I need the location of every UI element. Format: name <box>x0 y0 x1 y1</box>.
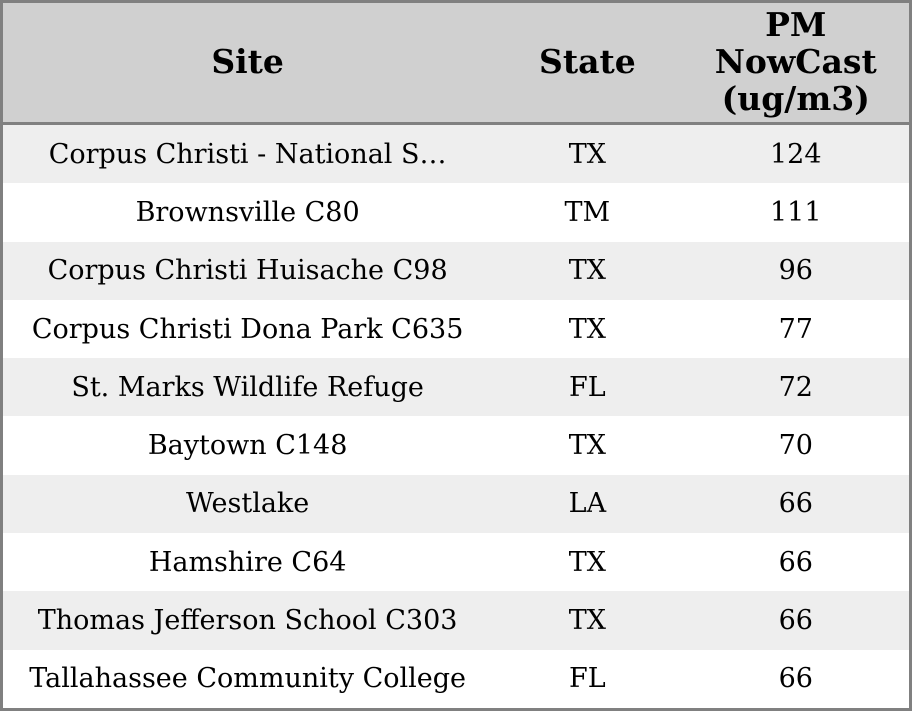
state-cell: TX <box>568 255 606 287</box>
table-row: Tallahassee Community College FL 66 <box>3 649 909 708</box>
pm-cell: 66 <box>778 488 813 520</box>
site-cell: St. Marks Wildlife Refuge <box>71 371 424 403</box>
site-cell: Baytown C148 <box>147 430 348 462</box>
pm-cell: 96 <box>778 255 813 287</box>
site-cell: Westlake <box>185 488 310 520</box>
table-row: Corpus Christi Huisache C98 TX 96 <box>3 241 909 300</box>
table-row: Westlake LA 66 <box>3 474 909 534</box>
site-cell: Hamshire C64 <box>148 546 347 578</box>
state-cell: FL <box>569 371 606 403</box>
state-cell: TM <box>564 196 611 228</box>
state-cell: TX <box>568 605 606 637</box>
table-row: Brownsville C80 TM 111 <box>3 183 909 242</box>
table-row: Hamshire C64 TX 66 <box>3 533 909 592</box>
site-cell: Corpus Christi - National S… <box>48 138 447 170</box>
pm-cell: 72 <box>778 371 813 403</box>
state-cell: TX <box>568 430 606 462</box>
site-cell: Brownsville C80 <box>135 196 360 228</box>
table-row: Thomas Jefferson School C303 TX 66 <box>3 591 909 650</box>
table-row: Corpus Christi Dona Park C635 TX 77 <box>3 299 909 359</box>
column-header-state: State <box>492 3 683 125</box>
pm-cell: 66 <box>778 605 813 637</box>
pm-cell: 70 <box>778 430 813 462</box>
column-header-pm-nowcast: PM NowCast (ug/m3) <box>682 3 909 125</box>
state-cell: TX <box>568 313 606 345</box>
table-row: St. Marks Wildlife Refuge FL 72 <box>3 358 909 417</box>
pm-cell: 66 <box>778 546 813 578</box>
column-header-site: Site <box>3 3 493 125</box>
site-cell: Corpus Christi Dona Park C635 <box>31 313 464 345</box>
table-row: Baytown C148 TX 70 <box>3 416 909 475</box>
pm-cell: 66 <box>778 663 813 695</box>
state-cell: TX <box>568 138 606 170</box>
state-cell: TX <box>568 546 606 578</box>
pm-cell: 77 <box>778 313 813 345</box>
table-row: Corpus Christi - National S… TX 124 <box>3 123 909 184</box>
pm-cell: 111 <box>769 196 822 228</box>
pm-nowcast-table: Site State PM NowCast (ug/m3) Corpus Chr… <box>3 3 909 708</box>
table-header: Site State PM NowCast (ug/m3) <box>3 3 909 125</box>
state-cell: FL <box>569 663 606 695</box>
pm-cell: 124 <box>769 138 822 170</box>
table-body: Corpus Christi - National S… TX 124 Brow… <box>3 123 909 708</box>
header-row: Site State PM NowCast (ug/m3) <box>3 3 909 125</box>
site-cell: Corpus Christi Huisache C98 <box>47 255 448 287</box>
state-cell: LA <box>568 488 607 520</box>
site-cell: Thomas Jefferson School C303 <box>37 605 458 637</box>
site-cell: Tallahassee Community College <box>29 663 466 695</box>
